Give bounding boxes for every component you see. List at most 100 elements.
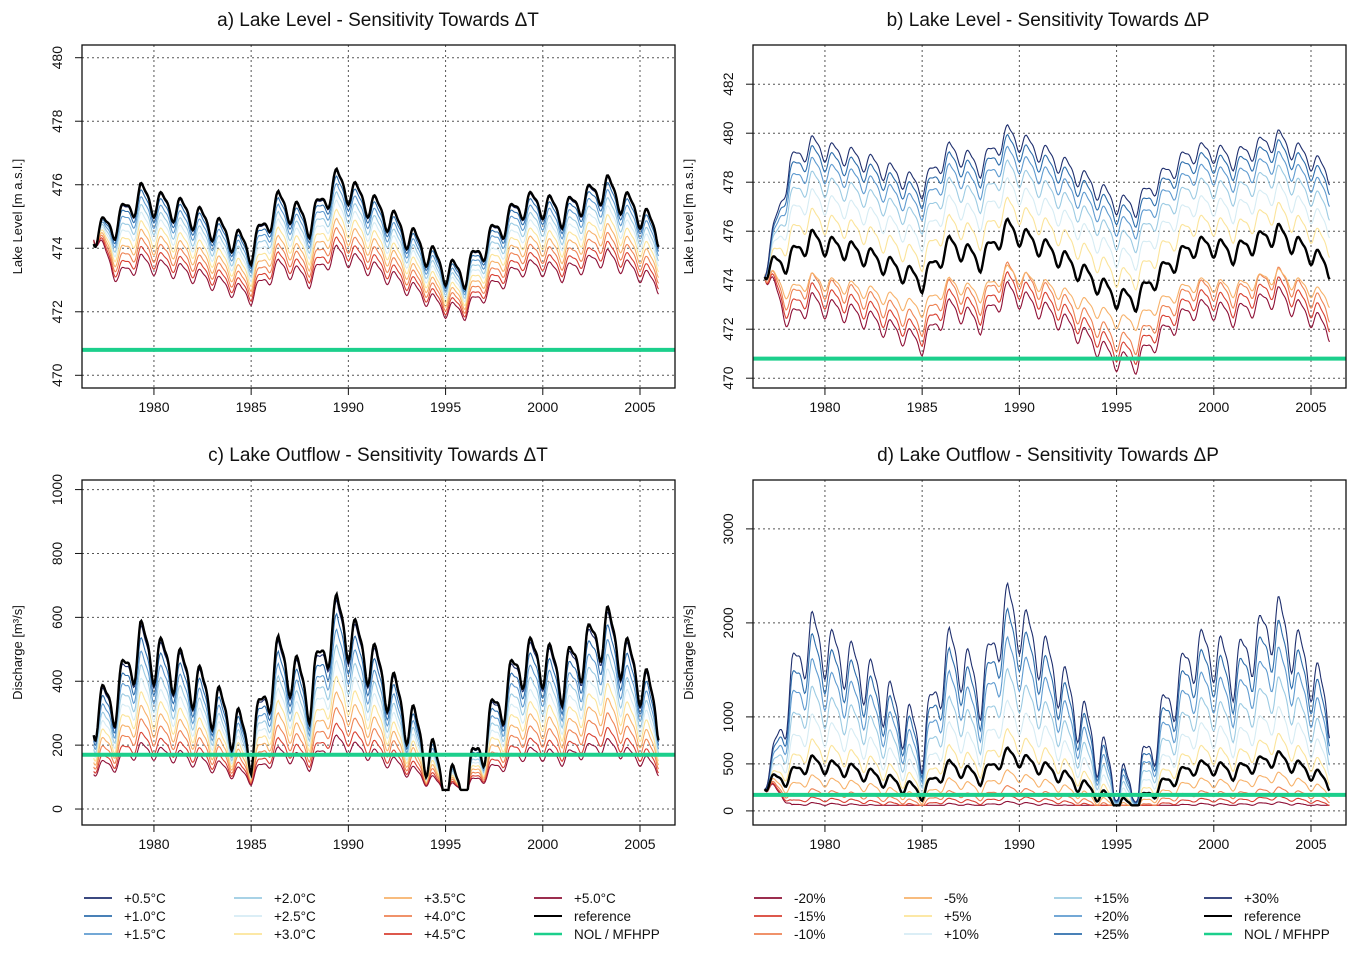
y-tick-label: 500	[720, 752, 736, 776]
legend-label: +4.5°C	[424, 927, 466, 942]
series-line-+3.5°C	[93, 691, 660, 791]
series-line-reference	[92, 590, 660, 792]
series-line--20%	[764, 276, 1331, 376]
plot-frame	[81, 479, 676, 826]
panel-title: d) Lake Outflow - Sensitivity Towards ΔP	[877, 445, 1219, 466]
legend-label: +1.0°C	[124, 909, 166, 924]
legend-label: +10%	[944, 927, 979, 942]
x-tick-label: 1985	[907, 836, 938, 852]
x-tick-label: 1995	[1101, 836, 1132, 852]
series-line-+4.0°C	[93, 706, 660, 791]
plot-frame	[752, 44, 1347, 389]
series-line-+2.0°C	[93, 190, 660, 300]
legend-label: NOL / MFHPP	[574, 927, 660, 942]
series-line-+4.5°C	[93, 236, 659, 318]
legend-label: reference	[574, 909, 631, 924]
series-line-+3.5°C	[93, 217, 659, 311]
series-line-+10%	[764, 699, 1331, 806]
legend-label: +25%	[1094, 927, 1129, 942]
panel-c: c) Lake Outflow - Sensitivity Towards ΔT…	[10, 445, 676, 852]
x-tick-label: 1980	[138, 836, 169, 852]
series-line--15%	[764, 270, 1331, 366]
series-line-+5.0°C	[93, 734, 659, 791]
legend-label: +1.5°C	[124, 927, 166, 942]
series-line-+5%	[764, 727, 1330, 806]
y-tick-label: 600	[49, 605, 65, 629]
panel-a: a) Lake Level - Sensitivity Towards ΔT La…	[10, 10, 676, 415]
panel-title: b) Lake Level - Sensitivity Towards ΔP	[887, 10, 1210, 31]
y-tick-label: 1000	[720, 701, 736, 732]
legend-label: +0.5°C	[124, 891, 166, 906]
series-line-+15%	[764, 667, 1331, 806]
plot-frame	[81, 44, 676, 389]
legend-label: reference	[1244, 909, 1301, 924]
x-tick-label: 1990	[333, 836, 364, 852]
series-line-reference	[763, 746, 1331, 807]
x-tick-label: 2005	[1295, 836, 1326, 852]
x-tick-label: 1985	[236, 399, 267, 415]
x-tick-label: 2005	[624, 836, 655, 852]
x-tick-label: 1985	[907, 399, 938, 415]
y-tick-label: 200	[49, 733, 65, 757]
x-tick-label: 2000	[1198, 836, 1229, 852]
y-tick-label: 480	[720, 121, 736, 145]
legend-label: -10%	[794, 927, 826, 942]
legend-label: NOL / MFHPP	[1244, 927, 1330, 942]
panel-title: a) Lake Level - Sensitivity Towards ΔT	[217, 10, 539, 31]
legend-label: -20%	[794, 891, 826, 906]
y-axis-label: Lake Level [m a.s.l.]	[681, 159, 696, 275]
series-line-+10%	[764, 176, 1330, 278]
x-tick-label: 1990	[1004, 399, 1035, 415]
y-tick-label: 3000	[720, 513, 736, 544]
legend-temperature: +0.5°C +1.0°C +1.5°C +2.0°C +2.5°C +3.0°C +3.5…	[84, 891, 660, 942]
y-tick-label: 2000	[720, 607, 736, 638]
y-tick-label: 0	[720, 807, 736, 815]
series-line-+3.0°C	[93, 208, 660, 307]
legend-label: +3.0°C	[274, 927, 316, 942]
legend-label: +5.0°C	[574, 891, 616, 906]
legend-label: +2.0°C	[274, 891, 316, 906]
y-tick-label: 480	[49, 46, 65, 70]
series-line-+25%	[764, 607, 1331, 804]
x-tick-label: 1980	[138, 399, 169, 415]
y-tick-label: 400	[49, 669, 65, 693]
series-line-reference	[763, 217, 1331, 314]
x-tick-label: 2005	[624, 399, 655, 415]
y-tick-label: 476	[49, 173, 65, 197]
y-axis-label: Discharge [m³/s]	[10, 605, 25, 700]
y-tick-label: 472	[720, 317, 736, 341]
x-tick-label: 1980	[809, 399, 840, 415]
series-line-+20%	[764, 145, 1330, 278]
plot-frame	[752, 479, 1347, 826]
panel-d: d) Lake Outflow - Sensitivity Towards ΔP…	[681, 445, 1347, 852]
series-line-+25%	[764, 133, 1331, 278]
y-tick-label: 478	[720, 170, 736, 194]
x-tick-label: 2005	[1295, 399, 1326, 415]
legend-label: +5%	[944, 909, 971, 924]
y-tick-label: 800	[49, 542, 65, 566]
y-tick-label: 470	[720, 366, 736, 390]
x-tick-label: 1980	[809, 836, 840, 852]
x-tick-label: 1995	[430, 836, 461, 852]
series-line-+2.5°C	[93, 659, 660, 791]
series-line-+1.5°C	[93, 182, 660, 296]
y-tick-label: 470	[49, 363, 65, 387]
series-line-+20%	[764, 635, 1331, 805]
series-line-+30%	[764, 123, 1331, 278]
x-tick-label: 1985	[236, 836, 267, 852]
series-line--20%	[764, 783, 1330, 806]
legend-precipitation: -20% -15% -10% -5% +5% +10% +15% +20% +25% +30% re…	[754, 891, 1330, 942]
x-tick-label: 2000	[527, 836, 558, 852]
series-line-+2.0°C	[93, 643, 660, 791]
x-tick-label: 1995	[1101, 399, 1132, 415]
x-tick-label: 2000	[1198, 399, 1229, 415]
y-tick-label: 474	[49, 236, 65, 260]
y-axis-label: Lake Level [m a.s.l.]	[10, 159, 25, 275]
series-line--5%	[764, 264, 1330, 332]
y-axis-label: Discharge [m³/s]	[681, 605, 696, 700]
series-line-reference	[92, 166, 660, 291]
y-tick-label: 472	[49, 300, 65, 324]
legend-label: +30%	[1244, 891, 1279, 906]
series-line--5%	[764, 769, 1330, 806]
